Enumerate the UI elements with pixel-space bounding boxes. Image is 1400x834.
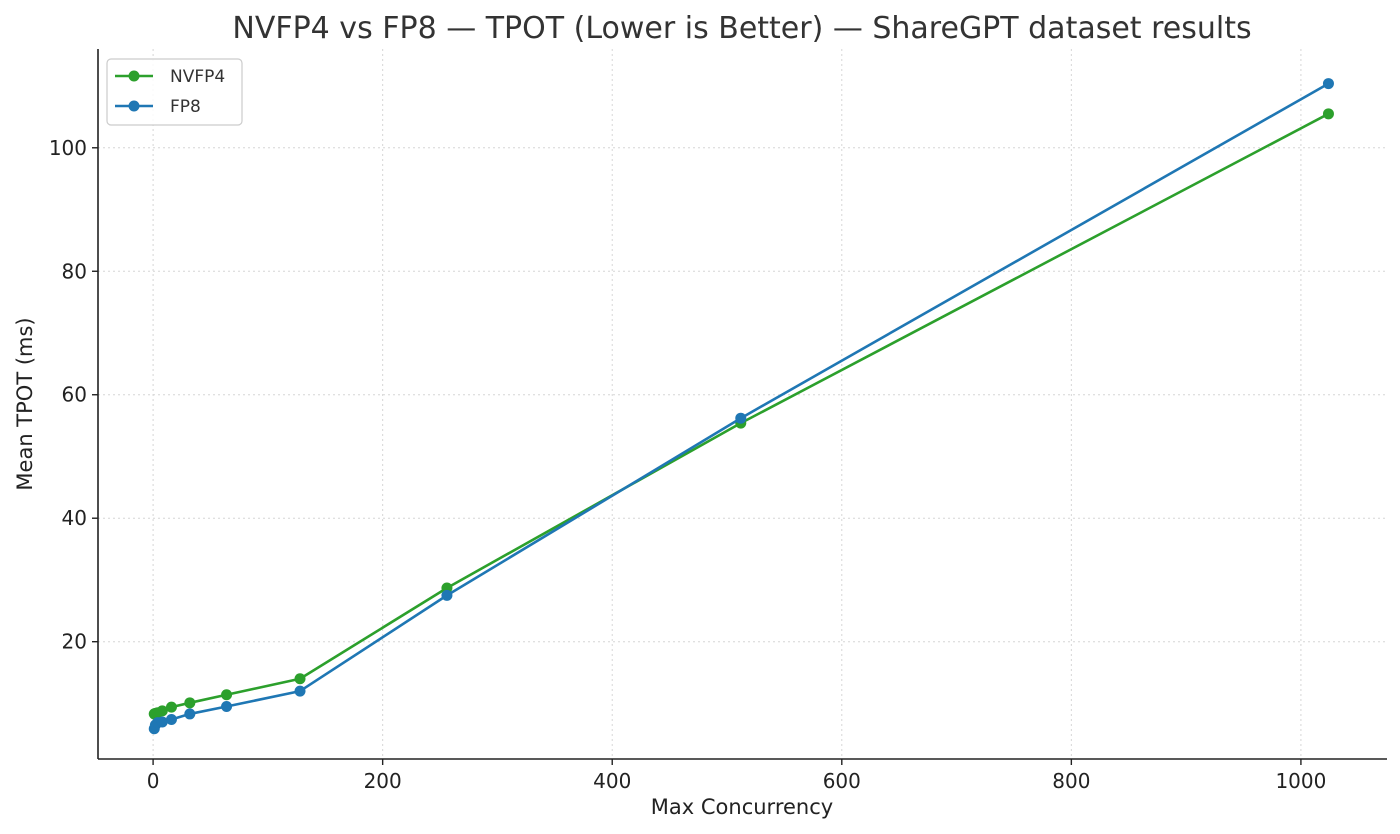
fp8-data-point	[156, 716, 168, 728]
fp8-data-point	[165, 713, 177, 725]
x-tick-label: 400	[593, 769, 631, 793]
y-axis-label: Mean TPOT (ms)	[13, 317, 37, 490]
nvfp4-data-point	[165, 701, 177, 713]
grid-layer	[98, 49, 1387, 759]
fp8-series-line	[152, 82, 1330, 730]
x-tick-label: 600	[823, 769, 861, 793]
y-tick-label: 80	[62, 259, 87, 283]
x-tick-label: 200	[364, 769, 402, 793]
legend-marker-nvfp4	[128, 70, 140, 82]
nvfp4-data-point	[156, 705, 168, 717]
y-tick-label: 20	[62, 630, 87, 654]
fp8-data-point	[221, 701, 233, 713]
legend-label-fp8: FP8	[170, 97, 201, 117]
nvfp4-data-point	[221, 689, 233, 701]
nvfp4-data-point	[1322, 108, 1334, 120]
chart-title: NVFP4 vs FP8 — TPOT (Lower is Better) — …	[232, 11, 1251, 46]
y-tick-label: 60	[62, 383, 87, 407]
fp8-data-point	[294, 685, 306, 697]
y-tick-label: 40	[62, 506, 87, 530]
fp8-data-point	[184, 708, 196, 720]
nvfp4-data-point	[294, 673, 306, 685]
legend-label-nvfp4: NVFP4	[170, 67, 225, 87]
x-tick-label: 800	[1052, 769, 1090, 793]
fp8-data-point	[1322, 78, 1334, 90]
fp8-data-point	[735, 412, 747, 424]
series-layer	[148, 78, 1334, 735]
nvfp4-data-point	[184, 697, 196, 709]
x-tick-label: 0	[147, 769, 160, 793]
x-axis-label: Max Concurrency	[651, 795, 833, 819]
legend: NVFP4 FP8	[106, 58, 243, 126]
fp8-data-point	[441, 589, 453, 601]
x-tick-label: 1000	[1275, 769, 1326, 793]
axes-layer: 0 200 400 600 800 1000 20 40 60 80 100	[49, 49, 1387, 793]
legend-marker-fp8	[128, 100, 140, 112]
y-tick-label: 100	[49, 136, 87, 160]
